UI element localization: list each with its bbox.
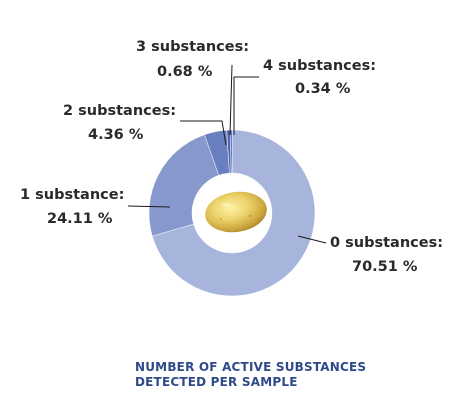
slice-label-4: 4 substances: — [263, 58, 376, 74]
slice-label-3: 3 substances: — [136, 39, 249, 55]
slice-label-0: 0 substances: — [330, 235, 443, 251]
slice-4 — [229, 129, 233, 174]
slice-label-1: 1 substance: — [20, 187, 124, 203]
leader-lines — [127, 64, 327, 244]
leader-line-2 — [180, 120, 227, 146]
slice-label-2: 2 substances: — [63, 103, 176, 119]
slice-value-4: 0.34 % — [295, 81, 351, 97]
leader-line-1 — [127, 205, 171, 208]
leader-line-4 — [233, 76, 259, 135]
slice-value-3: 0.68 % — [157, 64, 213, 80]
slice-1 — [148, 134, 220, 237]
caption-line-1: NUMBER OF ACTIVE SUBSTANCES — [135, 360, 366, 374]
leader-line-3 — [229, 64, 233, 136]
slice-value-2: 4.36 % — [88, 127, 144, 143]
leader-line-0 — [297, 235, 327, 244]
potato-image — [205, 191, 267, 233]
slice-value-1: 24.11 % — [47, 211, 113, 227]
slice-labels: 0 substances: 70.51 % 1 substance: 24.11 % 2… — [20, 39, 443, 275]
caption-line-2: DETECTED PER SAMPLE — [135, 375, 298, 389]
donut-slices — [148, 129, 316, 297]
slice-value-0: 70.51 % — [352, 259, 418, 275]
slice-0 — [151, 129, 316, 297]
